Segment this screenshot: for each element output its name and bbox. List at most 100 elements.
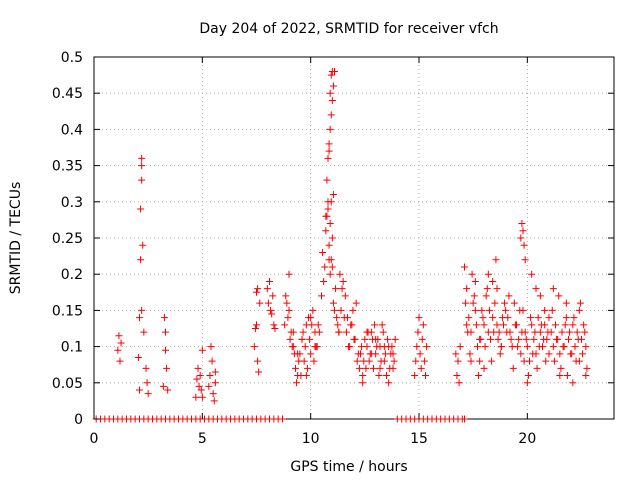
data-point [342, 328, 350, 336]
data-point [279, 415, 286, 423]
data-point [327, 111, 335, 119]
data-point [510, 299, 518, 307]
data-point [363, 328, 371, 336]
y-tick-label: 0 [74, 412, 83, 428]
data-point [454, 357, 462, 365]
data-point [489, 314, 497, 322]
data-point [206, 372, 214, 380]
data-point [420, 357, 428, 365]
data-point [411, 372, 419, 380]
data-point [534, 314, 542, 322]
data-point [476, 357, 484, 365]
data-point [416, 350, 424, 358]
data-point [328, 67, 336, 75]
data-point [479, 314, 487, 322]
data-point [372, 335, 380, 343]
data-point [162, 328, 169, 336]
data-point [301, 343, 309, 351]
ticks [93, 56, 614, 420]
data-point [582, 343, 590, 351]
x-tick-label: 0 [90, 431, 99, 447]
data-point [144, 390, 152, 398]
data-point [466, 350, 474, 358]
data-point [452, 350, 460, 358]
data-point [507, 335, 515, 343]
data-point [531, 328, 539, 336]
data-point [523, 379, 531, 387]
data-point [349, 306, 357, 314]
data-point [160, 314, 168, 322]
data-point [159, 382, 167, 390]
data-point [138, 154, 146, 162]
data-point [318, 292, 325, 300]
data-point [489, 277, 497, 285]
data-point [423, 343, 431, 351]
data-point [530, 335, 538, 343]
data-point [266, 277, 273, 285]
data-point [475, 372, 483, 380]
data-point [541, 306, 549, 314]
data-point [359, 379, 367, 387]
data-point [569, 321, 577, 329]
y-tick-label: 0.1 [61, 340, 83, 356]
data-point [324, 154, 332, 162]
data-point [198, 346, 206, 354]
data-point [462, 299, 470, 307]
data-point [377, 357, 385, 365]
data-point [357, 350, 364, 358]
data-point [509, 364, 517, 372]
data-point [572, 357, 580, 365]
data-point [559, 343, 567, 351]
data-point [282, 292, 290, 300]
data-point [310, 357, 318, 365]
data-point [517, 234, 525, 242]
data-point [555, 292, 563, 300]
grid [94, 57, 614, 419]
data-point [325, 241, 333, 249]
data-point [494, 335, 502, 343]
x-tick-label: 20 [518, 431, 536, 447]
data-point [264, 299, 272, 307]
data-point [299, 328, 307, 336]
data-point [329, 191, 337, 199]
data-point [116, 357, 124, 365]
data-point [414, 328, 422, 336]
data-point [268, 310, 276, 318]
data-point [288, 343, 296, 351]
data-point [367, 350, 375, 358]
data-point [164, 386, 172, 394]
data-point [488, 357, 496, 365]
data-point [545, 350, 553, 358]
data-point [315, 328, 323, 336]
data-point [528, 270, 536, 278]
data-point [198, 393, 206, 401]
data-point [303, 364, 311, 372]
data-point [319, 248, 327, 256]
y-tick-label: 0.2 [61, 267, 83, 283]
data-point [484, 270, 492, 278]
data-point [254, 285, 262, 293]
data-point [138, 162, 146, 170]
data-point [501, 299, 509, 307]
data-point [573, 328, 581, 336]
data-point [570, 314, 578, 322]
data-point [298, 335, 306, 343]
data-point [464, 328, 472, 336]
data-point [527, 314, 535, 322]
data-point [289, 328, 297, 336]
data-point [351, 335, 359, 343]
data-point [568, 350, 576, 358]
data-point [491, 299, 499, 307]
data-point [493, 285, 501, 293]
data-point [196, 372, 204, 380]
data-point [322, 212, 330, 220]
data-point [456, 343, 464, 351]
data-point [412, 357, 420, 365]
data-point [496, 350, 504, 358]
data-point [379, 328, 387, 336]
data-point [455, 379, 463, 387]
data-point [197, 386, 205, 394]
data-point [553, 335, 561, 343]
data-point [533, 364, 541, 372]
tick-labels: 0 0.05 0.1 0.15 0.2 0.25 0.3 0.35 0.4 0.45 0.5 0 5 10… [52, 50, 536, 447]
